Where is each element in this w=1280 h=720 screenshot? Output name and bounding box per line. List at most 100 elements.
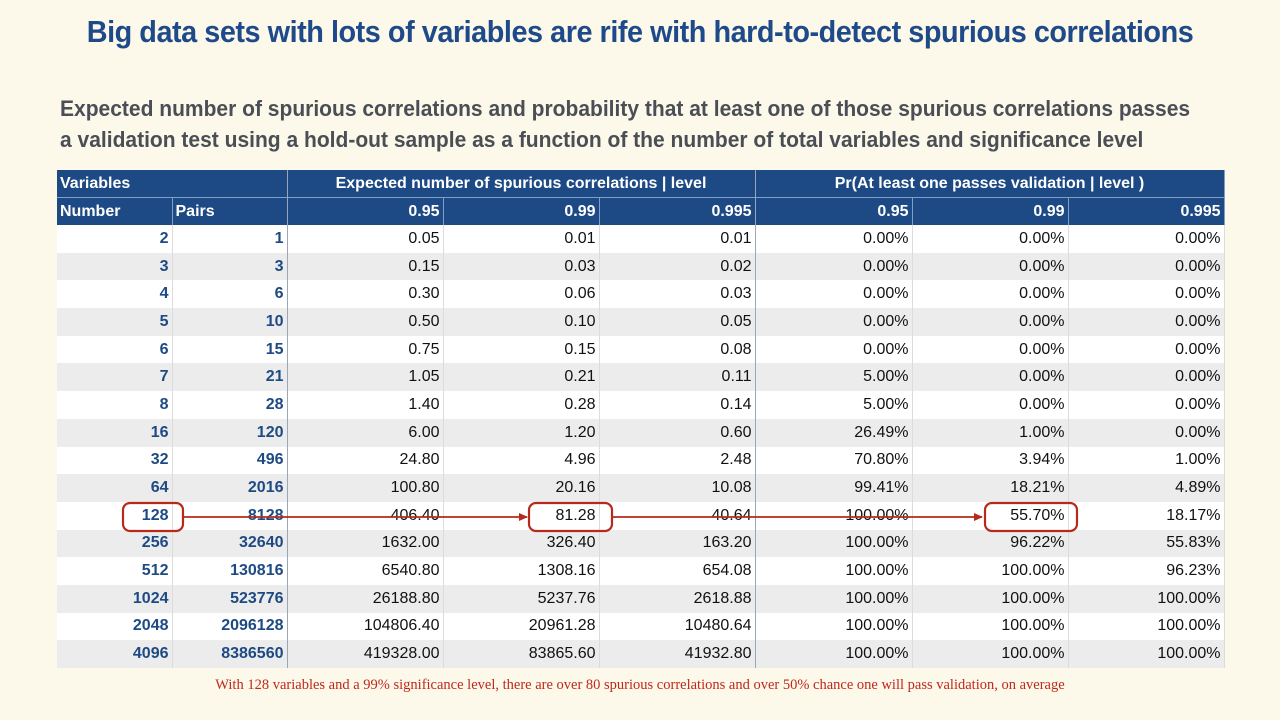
table-row: 32 496 24.80 4.96 2.48 70.80% 3.94% 1.00% [57,446,1225,475]
cell-prob-095: 70.80% [755,446,913,475]
table-row: 2 1 0.05 0.01 0.01 0.00% 0.00% 0.00% [57,225,1225,253]
cell-pairs: 130816 [172,557,288,585]
table-row: 16 120 6.00 1.20 0.60 26.49% 1.00% 0.00% [57,418,1225,447]
table-row: 4096 8386560 419328.00 83865.60 41932.80 100.… [57,640,1225,668]
column-header-expected-095: 0.95 [287,197,444,225]
cell-prob-099: 96.22% [912,529,1069,558]
cell-prob-095: 5.00% [755,363,913,392]
cell-expected-095: 1.40 [287,391,444,419]
cell-expected-0995: 163.20 [599,529,756,558]
cell-expected-095: 406.40 [287,501,444,530]
cell-number: 2 [57,225,173,253]
cell-expected-0995: 0.08 [599,335,756,364]
cell-number: 256 [57,529,173,558]
cell-prob-095: 0.00% [755,225,913,253]
cell-prob-0995: 0.00% [1068,308,1225,336]
cell-expected-0995: 2618.88 [599,584,756,613]
cell-prob-099: 100.00% [912,640,1069,668]
cell-number: 7 [57,363,173,392]
table-row: 8 28 1.40 0.28 0.14 5.00% 0.00% 0.00% [57,391,1225,419]
cell-prob-099: 1.00% [912,418,1069,447]
cell-pairs: 523776 [172,584,288,613]
cell-pairs: 28 [172,391,288,419]
cell-expected-0995: 0.14 [599,391,756,419]
table-body: 2 1 0.05 0.01 0.01 0.00% 0.00% 0.00% 3 3 0.15 0.03 0… [57,225,1225,668]
cell-prob-099: 0.00% [912,391,1069,419]
subtitle-line-1: Expected number of spurious correlations… [60,96,1191,121]
cell-expected-0995: 41932.80 [599,640,756,668]
cell-prob-0995: 100.00% [1068,612,1225,641]
cell-prob-095: 100.00% [755,529,913,558]
cell-prob-099: 18.21% [912,474,1069,502]
cell-expected-0995: 0.02 [599,252,756,281]
cell-expected-0995: 0.60 [599,418,756,447]
cell-prob-0995: 100.00% [1068,584,1225,613]
cell-pairs: 32640 [172,529,288,558]
cell-expected-099: 20961.28 [443,612,600,641]
cell-prob-0995: 1.00% [1068,446,1225,475]
cell-prob-099: 0.00% [912,308,1069,336]
table-row: 2048 2096128 104806.40 20961.28 10480.64 100.… [57,612,1225,641]
cell-prob-0995: 18.17% [1068,501,1225,530]
cell-prob-0995: 4.89% [1068,474,1225,502]
cell-expected-099: 83865.60 [443,640,600,668]
cell-expected-0995: 0.01 [599,225,756,253]
footnote: With 128 variables and a 99% significanc… [215,677,1065,693]
cell-expected-099: 20.16 [443,474,600,502]
table-row: 256 32640 1632.00 326.40 163.20 100.00% 96.22%… [57,529,1225,558]
cell-prob-095: 100.00% [755,640,913,668]
cell-prob-095: 99.41% [755,474,913,502]
cell-pairs: 3 [172,252,288,281]
cell-prob-095: 0.00% [755,280,913,309]
spurious-correlations-table: Variables Expected number of spurious co… [57,170,1225,668]
cell-expected-099: 0.10 [443,308,600,336]
cell-pairs: 1 [172,225,288,253]
slide-title: Big data sets with lots of variables are… [86,14,1194,49]
column-header-pairs: Pairs [172,197,288,225]
column-header-row: Number Pairs 0.95 0.99 0.995 0.95 0.99 0… [57,197,1225,225]
cell-pairs: 2016 [172,474,288,502]
cell-expected-099: 0.28 [443,391,600,419]
cell-number: 6 [57,335,173,364]
cell-number: 4 [57,280,173,309]
cell-prob-099: 0.00% [912,280,1069,309]
cell-expected-0995: 0.05 [599,308,756,336]
cell-expected-0995: 10.08 [599,474,756,502]
cell-expected-099: 1308.16 [443,557,600,585]
table-row: 3 3 0.15 0.03 0.02 0.00% 0.00% 0.00% [57,252,1225,281]
cell-expected-099: 0.15 [443,335,600,364]
cell-prob-099: 100.00% [912,584,1069,613]
cell-prob-0995: 0.00% [1068,335,1225,364]
cell-pairs: 10 [172,308,288,336]
column-header-prob-0995: 0.995 [1068,197,1225,225]
cell-expected-095: 0.15 [287,252,444,281]
cell-prob-0995: 0.00% [1068,418,1225,447]
cell-prob-099: 100.00% [912,612,1069,641]
cell-pairs: 6 [172,280,288,309]
group-header-row: Variables Expected number of spurious co… [57,170,1225,198]
cell-expected-095: 0.05 [287,225,444,253]
table-row: 1024 523776 26188.80 5237.76 2618.88 100.00% 1… [57,584,1225,613]
cell-expected-095: 6540.80 [287,557,444,585]
cell-pairs: 8128 [172,501,288,530]
table-row: 64 2016 100.80 20.16 10.08 99.41% 18.21% 4.89% [57,474,1225,502]
cell-prob-0995: 0.00% [1068,225,1225,253]
column-header-expected-0995: 0.995 [599,197,756,225]
table-row: 7 21 1.05 0.21 0.11 5.00% 0.00% 0.00% [57,363,1225,392]
cell-number: 3 [57,252,173,281]
cell-expected-099: 0.01 [443,225,600,253]
cell-expected-0995: 2.48 [599,446,756,475]
column-header-number: Number [57,197,173,225]
cell-expected-095: 419328.00 [287,640,444,668]
column-header-prob-099: 0.99 [912,197,1069,225]
cell-number: 8 [57,391,173,419]
cell-expected-0995: 10480.64 [599,612,756,641]
cell-prob-095: 100.00% [755,584,913,613]
cell-pairs: 8386560 [172,640,288,668]
cell-prob-099: 3.94% [912,446,1069,475]
cell-expected-095: 26188.80 [287,584,444,613]
cell-prob-0995: 0.00% [1068,280,1225,309]
column-header-prob-095: 0.95 [755,197,913,225]
cell-expected-095: 6.00 [287,418,444,447]
cell-prob-095: 26.49% [755,418,913,447]
